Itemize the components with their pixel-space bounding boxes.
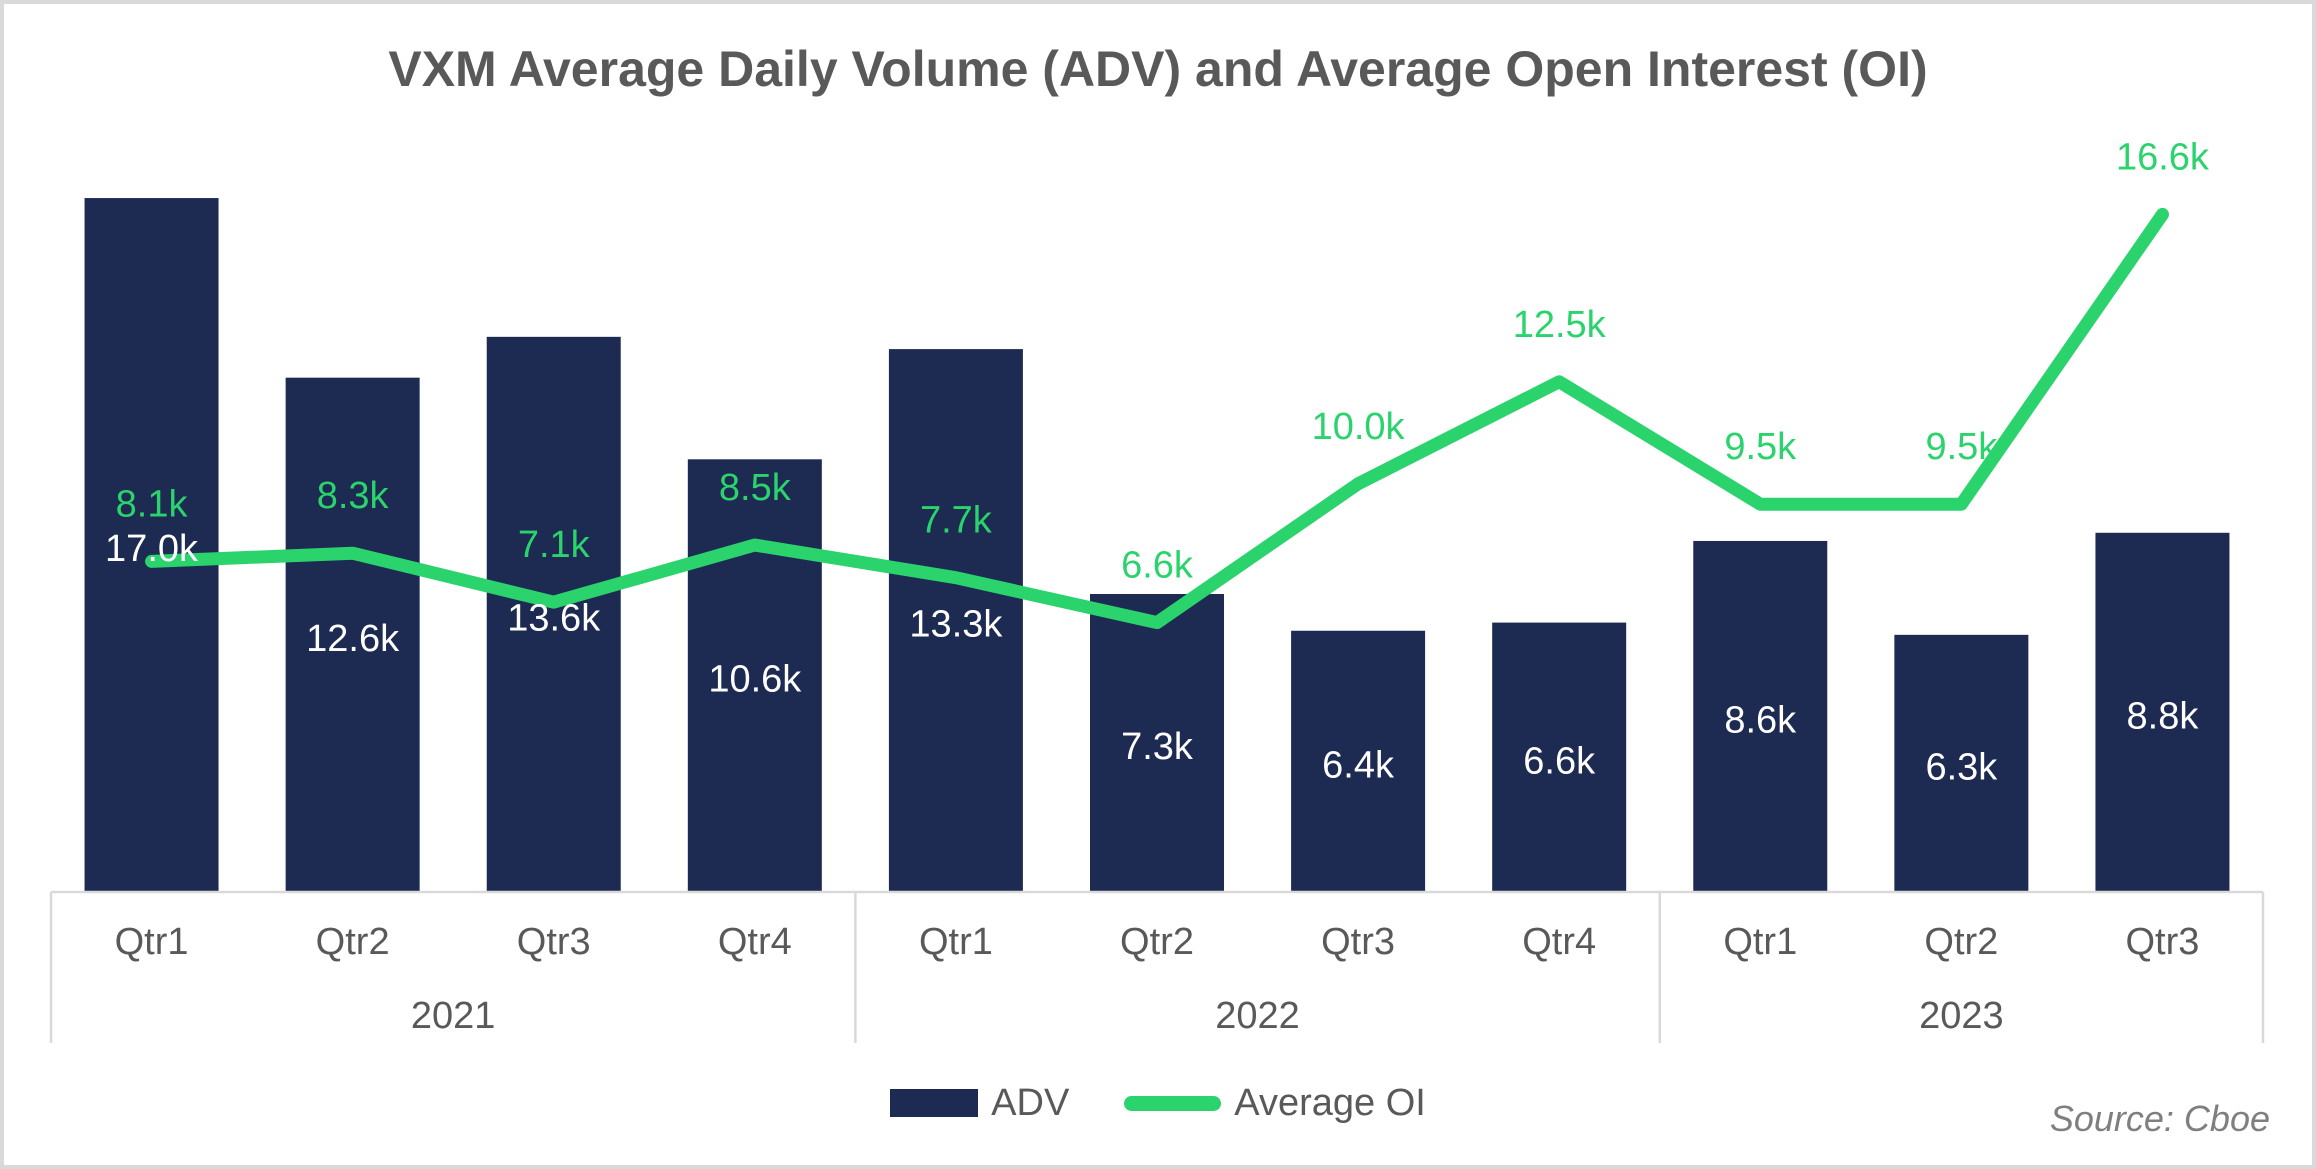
oi-line-label-2023-qtr2: 9.5k — [1925, 426, 1998, 468]
adv-bar-2022-qtr4 — [1492, 622, 1627, 892]
legend-label-adv: ADV — [991, 1082, 1070, 1124]
adv-bar-label-2021-qtr2: 12.6k — [306, 618, 400, 660]
oi-line-label-2021-qtr4: 8.5k — [719, 467, 792, 509]
legend: ADV Average OI — [0, 1084, 2316, 1122]
x-axis-label-2021-qtr2: Qtr2 — [316, 921, 390, 963]
x-axis-label-2023-qtr2: Qtr2 — [1924, 921, 1998, 963]
oi-line-label-2022-qtr3: 10.0k — [1312, 406, 1406, 448]
adv-bar-label-2023-qtr3: 8.8k — [2127, 695, 2200, 737]
x-axis-label-2021-qtr4: Qtr4 — [718, 921, 792, 963]
x-axis-label-2023-qtr1: Qtr1 — [1723, 921, 1797, 963]
legend-item-average-oi: Average OI — [1124, 1084, 1426, 1122]
oi-line-label-2023-qtr1: 9.5k — [1724, 426, 1797, 468]
x-axis-label-2022-qtr3: Qtr3 — [1321, 921, 1395, 963]
average-oi-line — [145, 207, 2169, 630]
oi-line-label-2022-qtr2: 6.6k — [1121, 545, 1194, 587]
oi-line-label-2021-qtr2: 8.3k — [317, 475, 390, 517]
adv-bar-2022-qtr3 — [1291, 630, 1426, 892]
x-axis-year-label-2021: 2021 — [411, 995, 496, 1037]
chart-title: VXM Average Daily Volume (ADV) and Avera… — [388, 41, 1928, 97]
oi-line-label-2022-qtr4: 12.5k — [1513, 304, 1607, 346]
adv-bar-label-2022-qtr4: 6.6k — [1523, 740, 1596, 782]
adv-bar-label-2023-qtr2: 6.3k — [1925, 746, 1998, 788]
adv-bar-2022-qtr2 — [1090, 594, 1224, 892]
adv-bar-label-2022-qtr1: 13.3k — [909, 604, 1003, 646]
x-axis-label-2021-qtr1: Qtr1 — [115, 921, 189, 963]
adv-bar-2023-qtr3 — [2095, 532, 2230, 892]
source-note: Source: Cboe — [2049, 1098, 2270, 1139]
oi-line-label-2021-qtr1: 8.1k — [116, 483, 189, 525]
x-axis-label-2022-qtr4: Qtr4 — [1522, 921, 1596, 963]
adv-bar-label-2022-qtr3: 6.4k — [1322, 744, 1395, 786]
x-axis-label-2022-qtr2: Qtr2 — [1120, 921, 1194, 963]
oi-line-label-2023-qtr3: 16.6k — [2116, 136, 2210, 178]
adv-bar-label-2021-qtr4: 10.6k — [708, 659, 802, 701]
x-axis-label-2021-qtr3: Qtr3 — [517, 921, 591, 963]
legend-label-average-oi: Average OI — [1234, 1082, 1426, 1124]
x-axis-year-label-2023: 2023 — [1919, 995, 2004, 1037]
adv-bar-2021-qtr1 — [84, 198, 219, 892]
oi-line-label-2022-qtr1: 7.7k — [920, 500, 993, 542]
adv-bar-2021-qtr4 — [687, 459, 822, 892]
adv-bar-label-2022-qtr2: 7.3k — [1121, 726, 1194, 768]
x-axis-label-2023-qtr3: Qtr3 — [2126, 921, 2200, 963]
oi-line-label-2021-qtr3: 7.1k — [518, 524, 591, 566]
adv-bar-swatch-icon — [890, 1089, 979, 1117]
adv-bar-2021-qtr3 — [486, 336, 621, 892]
adv-bar-label-2021-qtr3: 13.6k — [507, 597, 601, 639]
adv-bar-label-2023-qtr1: 8.6k — [1724, 699, 1797, 741]
adv-bar-2023-qtr2 — [1894, 634, 2029, 892]
legend-item-adv: ADV — [890, 1084, 1069, 1122]
x-axis-label-2022-qtr1: Qtr1 — [919, 921, 993, 963]
oi-line-swatch-icon — [1124, 1095, 1222, 1111]
adv-bar-2021-qtr2 — [285, 377, 420, 893]
x-axis-year-label-2022: 2022 — [1215, 995, 1300, 1037]
adv-bar-2023-qtr1 — [1693, 540, 1828, 892]
adv-bar-2022-qtr1 — [888, 349, 1023, 892]
adv-bar-label-2021-qtr1: 17.0k — [105, 528, 199, 570]
